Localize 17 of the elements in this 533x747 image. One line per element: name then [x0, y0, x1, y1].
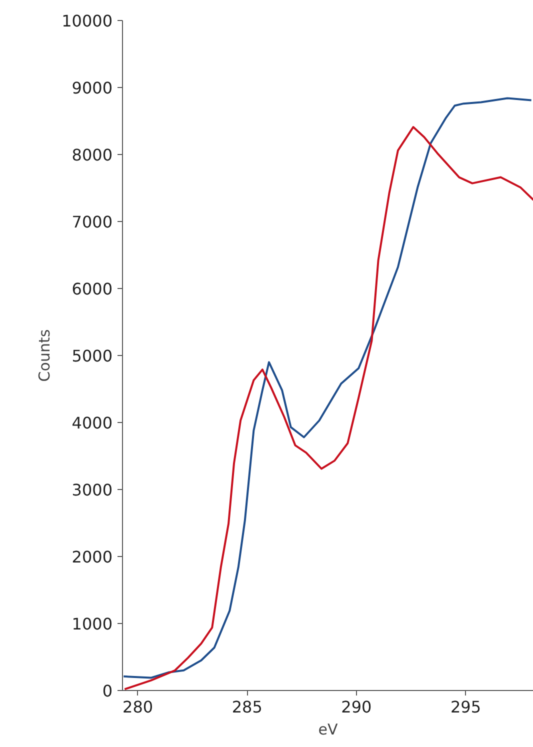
x-axis-title: eV — [318, 720, 338, 738]
y-tick-label: 4000 — [72, 414, 112, 432]
y-tick-label: 2000 — [72, 548, 112, 566]
x-tick-label: 295 — [450, 698, 482, 716]
x-tick-label: 285 — [232, 698, 262, 716]
y-tick-label: 1000 — [72, 614, 112, 634]
y-tick-label: 5000 — [72, 346, 112, 366]
y-tick-label: 6000 — [72, 280, 112, 298]
y-tick-label: 0 — [102, 682, 113, 700]
x-tick-label: 280 — [122, 698, 154, 716]
x-tick-label: 290 — [341, 698, 372, 716]
y-tick-label: 10000 — [62, 12, 113, 30]
y-tick-label: 3000 — [72, 480, 112, 500]
y-tick-label: 8000 — [72, 146, 112, 164]
y-tick-label: 9000 — [72, 78, 112, 98]
y-tick-label: 7000 — [72, 212, 112, 232]
y-axis-title: Counts — [36, 329, 54, 382]
